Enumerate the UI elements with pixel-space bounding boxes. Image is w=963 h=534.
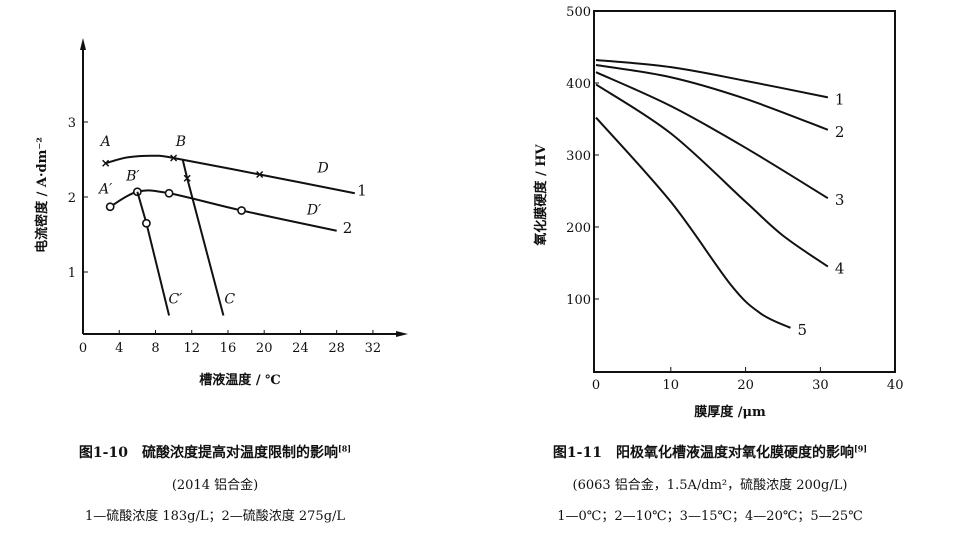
right-series-1-label: 1 (835, 90, 845, 108)
left-x-tick-label: 20 (256, 341, 273, 356)
left-annotation-B′: B′ (125, 169, 140, 185)
left-caption-title: 图1-10 硫酸浓度提高对温度限制的影响 (78, 445, 338, 461)
right-x-axis-label: 膜厚度 /μm (694, 404, 766, 420)
left-circle-marker (105, 202, 115, 212)
left-annotation-1: 1 (357, 182, 367, 200)
left-x-tick-label: 28 (328, 341, 345, 356)
right-y-tick-label: 500 (566, 5, 591, 20)
left-annotation-D: D (316, 160, 328, 176)
right-x-tick-label: 0 (592, 378, 600, 393)
left-annotation-C: C (224, 292, 235, 308)
left-y-axis-label: 电流密度 / A·dm⁻² (34, 137, 50, 253)
left-series-1-line (181, 159, 225, 316)
left-y-tick-label: 1 (68, 266, 76, 281)
left-x-marker (170, 154, 178, 162)
right-series-2-line (595, 64, 829, 131)
right-series-1-line (595, 58, 829, 99)
left-caption-legend: 1—硫酸浓度 183g/L；2—硫酸浓度 275g/L (84, 509, 346, 524)
left-annotation-D′: D′ (306, 202, 322, 218)
left-circle-marker (142, 218, 151, 228)
left-y-axis-arrow (80, 38, 86, 50)
right-series-4-line (595, 83, 829, 268)
left-x-tick-label: 24 (292, 341, 309, 356)
right-x-tick-label: 10 (663, 378, 680, 393)
left-annotation-A′: A′ (97, 181, 113, 197)
right-caption-subtitle: (6063 铝合金，1.5A/dm²，硫酸浓度 200g/L) (572, 478, 848, 493)
right-caption-title: 图1-11 阳极氧化槽液温度对氧化膜硬度的影响 (552, 445, 854, 461)
right-x-tick-label: 40 (887, 378, 904, 393)
left-circle-marker (164, 188, 174, 198)
left-caption: 图1-10 硫酸浓度提高对温度限制的影响[8] (2014 铝合金) 1—硫酸浓… (0, 442, 430, 524)
left-x-marker (256, 170, 264, 179)
left-x-tick-label: 32 (365, 341, 382, 356)
right-plot-frame (593, 10, 896, 373)
left-circle-marker (237, 206, 246, 215)
left-annotation-A: A (99, 134, 111, 150)
right-x-tick-label: 30 (812, 378, 829, 393)
left-series-2-line (136, 191, 171, 316)
left-series-1-line (105, 154, 355, 195)
right-series-5-line (595, 116, 791, 329)
left-y-tick-label: 3 (68, 116, 76, 131)
left-x-tick-label: 16 (220, 341, 237, 356)
right-y-tick-label: 400 (566, 77, 591, 92)
right-caption-legend: 1—0℃；2—10℃；3—15℃；4—20℃；5—25℃ (557, 509, 863, 524)
left-annotation-C′: C′ (168, 292, 183, 308)
right-series-4-label: 4 (835, 260, 845, 278)
left-caption-ref: [8] (337, 443, 352, 454)
right-caption-ref: [9] (853, 443, 868, 454)
right-y-tick-label: 100 (566, 293, 591, 308)
right-y-axis-label: 氧化膜硬度 / HV (533, 144, 549, 247)
left-x-marker (102, 159, 110, 167)
left-x-axis-arrow (396, 331, 408, 337)
left-x-axis-label: 槽液温度 / ℃ (199, 372, 280, 388)
right-y-tick-label: 200 (566, 221, 591, 236)
right-series-5-label: 5 (797, 321, 807, 339)
left-caption-subtitle: (2014 铝合金) (171, 478, 259, 493)
right-series-3-label: 3 (835, 191, 845, 209)
right-caption: 图1-11 阳极氧化槽液温度对氧化膜硬度的影响[9] (6063 铝合金，1.5… (490, 442, 930, 524)
right-series-2-label: 2 (835, 123, 845, 141)
right-y-tick-label: 300 (566, 149, 591, 164)
left-x-tick-label: 8 (151, 341, 159, 356)
left-annotation-2: 2 (343, 219, 353, 237)
left-x-marker (183, 174, 191, 182)
right-x-tick-label: 20 (737, 378, 754, 393)
left-y-tick-label: 2 (68, 191, 76, 206)
left-x-tick-label: 4 (115, 341, 123, 356)
right-series-3-line (595, 71, 829, 200)
left-x-tick-label: 0 (79, 341, 87, 356)
left-x-tick-label: 12 (183, 341, 200, 356)
left-annotation-B: B (175, 134, 186, 150)
